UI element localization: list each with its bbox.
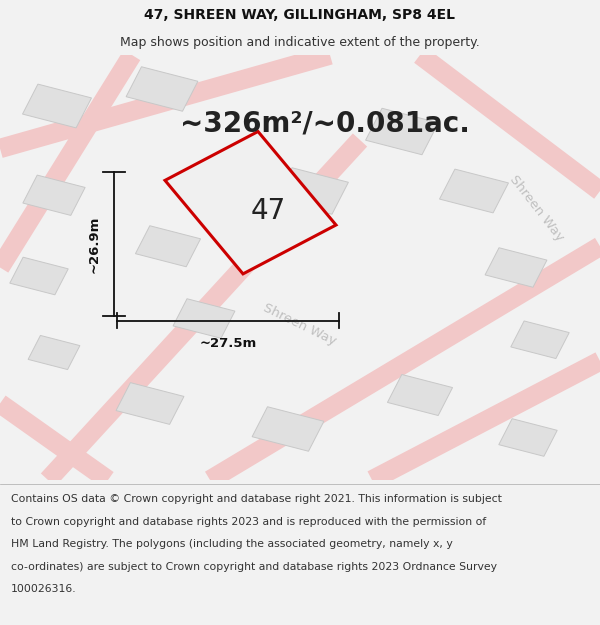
Text: 100026316.: 100026316. (11, 584, 76, 594)
Polygon shape (252, 407, 324, 451)
Polygon shape (126, 67, 198, 111)
Polygon shape (23, 84, 91, 128)
Polygon shape (116, 382, 184, 424)
Text: Map shows position and indicative extent of the property.: Map shows position and indicative extent… (120, 36, 480, 49)
Text: Shreen Way: Shreen Way (508, 173, 566, 243)
Text: 47: 47 (251, 198, 286, 225)
Polygon shape (365, 108, 439, 155)
Text: 47, SHREEN WAY, GILLINGHAM, SP8 4EL: 47, SHREEN WAY, GILLINGHAM, SP8 4EL (145, 8, 455, 22)
Text: Contains OS data © Crown copyright and database right 2021. This information is : Contains OS data © Crown copyright and d… (11, 494, 502, 504)
Text: HM Land Registry. The polygons (including the associated geometry, namely x, y: HM Land Registry. The polygons (includin… (11, 539, 452, 549)
Polygon shape (165, 131, 336, 274)
Polygon shape (499, 419, 557, 456)
Polygon shape (485, 248, 547, 288)
Polygon shape (10, 258, 68, 295)
Polygon shape (388, 374, 452, 416)
Polygon shape (275, 168, 349, 214)
Text: ~326m²/~0.081ac.: ~326m²/~0.081ac. (180, 109, 470, 137)
Polygon shape (136, 226, 200, 267)
Text: ~27.5m: ~27.5m (199, 337, 257, 350)
Polygon shape (173, 299, 235, 338)
Text: co-ordinates) are subject to Crown copyright and database rights 2023 Ordnance S: co-ordinates) are subject to Crown copyr… (11, 562, 497, 572)
Polygon shape (28, 336, 80, 369)
Text: to Crown copyright and database rights 2023 and is reproduced with the permissio: to Crown copyright and database rights 2… (11, 517, 486, 527)
Polygon shape (23, 175, 85, 216)
Text: Shreen Way: Shreen Way (262, 302, 338, 348)
Polygon shape (511, 321, 569, 359)
Polygon shape (440, 169, 508, 213)
Text: ~26.9m: ~26.9m (88, 216, 101, 272)
